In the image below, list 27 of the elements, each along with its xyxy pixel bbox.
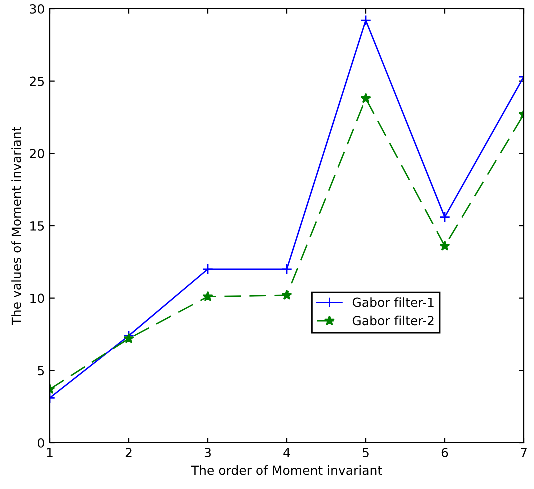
point [440,240,450,251]
x-axis-title: The order of Moment invariant [191,466,382,476]
point [360,15,372,26]
x-tick-label: 7 [521,448,527,458]
legend-label: Gabor filter-1 [352,298,434,308]
y-tick-label: 10 [30,294,44,304]
point [281,264,293,275]
y-tick-label: 25 [30,76,44,86]
y-tick-label: 30 [30,4,44,14]
x-tick-label: 1 [47,448,53,458]
legend-label: Gabor filter-2 [352,316,434,326]
x-tick-label: 2 [126,448,132,458]
point [202,291,214,302]
x-tick-label: 4 [284,448,290,458]
point [360,93,372,104]
y-axis-title: The values of Moment invariant [12,127,22,326]
point [439,212,451,223]
x-tick-label: 5 [362,448,369,458]
y-tick-label: 15 [30,222,44,231]
x-tick-label: 6 [442,448,448,458]
point [202,264,214,275]
point [124,333,134,344]
y-tick-label: 0 [38,438,44,448]
y-tick-label: 5 [38,366,44,376]
y-tick-label: 20 [30,149,44,159]
point [282,290,292,300]
x-tick-label: 3 [204,448,211,458]
